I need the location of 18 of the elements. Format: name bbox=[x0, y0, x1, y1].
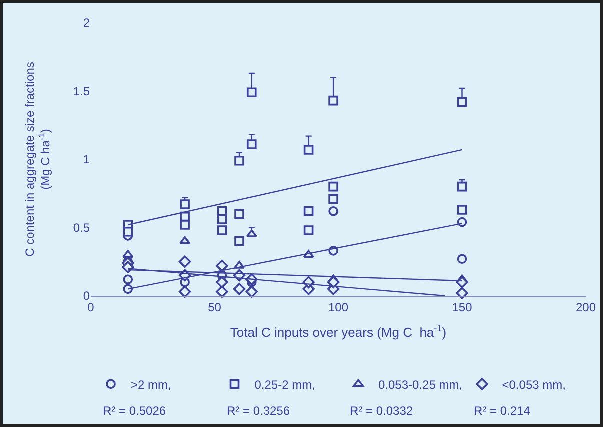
x-tick-label: 100 bbox=[328, 300, 349, 314]
legend-label: 0.053-0.25 mm, bbox=[378, 378, 463, 392]
x-axis-title: Total C inputs over years (Mg C ha$^{-1}$) bbox=[230, 324, 447, 340]
y-tick-label: 1.5 bbox=[73, 84, 90, 98]
y-tick-label: 2 bbox=[83, 16, 90, 30]
legend-label: <0.053 mm, bbox=[502, 378, 566, 392]
y-tick-label: 0 bbox=[83, 289, 90, 304]
text: R² = 0.5026 bbox=[103, 404, 166, 418]
text: R² = 0.3256 bbox=[227, 404, 290, 418]
x-tick-label: 150 bbox=[452, 300, 473, 314]
text: R² = 0.0332 bbox=[350, 404, 414, 418]
x-tick-label: 50 bbox=[208, 300, 222, 314]
y-tick-label: 0.5 bbox=[73, 220, 90, 235]
text: R² = 0.214 bbox=[474, 404, 531, 418]
x-tick-label: 200 bbox=[576, 300, 596, 314]
legend-label: >2 mm, bbox=[131, 378, 172, 392]
y-tick-label: 1 bbox=[83, 152, 90, 167]
legend-label: 0.25-2 mm, bbox=[254, 378, 316, 392]
